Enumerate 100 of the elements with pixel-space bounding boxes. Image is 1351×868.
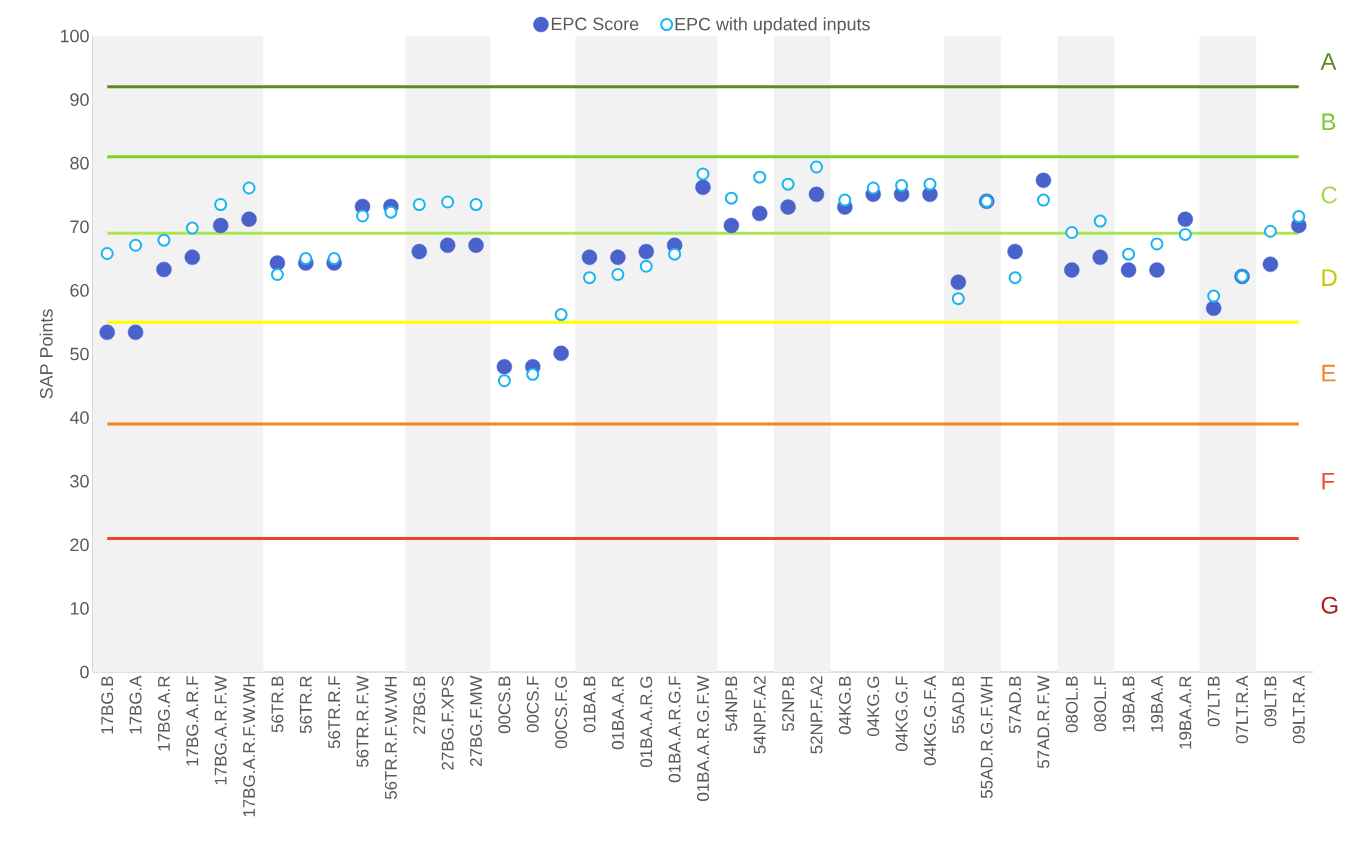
y-tick-label: 20 — [70, 538, 89, 552]
point — [185, 221, 199, 235]
point — [1149, 262, 1165, 278]
point — [583, 271, 596, 285]
x-tick-label: 04KG.B — [838, 676, 851, 735]
point — [439, 237, 456, 253]
x-tick-label: 09LT.B — [1264, 676, 1277, 727]
x-tick-label: 01BA.A.R.G.F.W — [696, 675, 709, 801]
point — [950, 274, 967, 290]
point — [752, 205, 768, 222]
point — [127, 324, 144, 341]
point — [808, 186, 825, 203]
x-tick-label: 01BA.B — [583, 676, 596, 733]
x-tick-label: 27BG.F.XPS — [441, 676, 454, 770]
x-tick-label: 08OL.F — [1094, 676, 1107, 732]
point — [1064, 262, 1080, 278]
point — [895, 178, 909, 192]
x-tick-label: 00CS.F.G — [555, 676, 568, 749]
point — [780, 199, 796, 215]
point — [838, 193, 852, 207]
x-tick-label: 01BA.A.R.G — [640, 676, 653, 768]
point — [1035, 172, 1052, 189]
point — [1207, 289, 1221, 303]
point — [1065, 226, 1079, 240]
point — [99, 324, 115, 341]
point — [156, 261, 172, 278]
x-tick-label: 19BA.B — [1122, 676, 1135, 732]
point — [1292, 210, 1306, 224]
x-tick-label: 00CS.F — [526, 676, 539, 733]
x-tick-label: 27BG.B — [413, 676, 426, 734]
x-tick-label: 04KG.G.F — [895, 676, 908, 752]
x-tick-label: 17BG.A.R.F.W.WH — [243, 676, 256, 817]
x-tick-label: 19BA.A.R — [1179, 676, 1192, 749]
point — [668, 247, 682, 261]
x-tick-label: 07LT.R.A — [1236, 675, 1249, 744]
point — [411, 243, 427, 260]
text: B — [1322, 113, 1336, 131]
point — [781, 177, 795, 191]
x-tick-label: 09LT.R.A — [1292, 675, 1305, 744]
point — [1007, 243, 1023, 260]
text: D — [1322, 269, 1337, 286]
point — [724, 191, 738, 205]
point — [1122, 247, 1136, 261]
text: A — [1320, 53, 1337, 70]
point — [1093, 214, 1107, 228]
y-tick-label: 40 — [69, 411, 89, 424]
point — [384, 205, 398, 219]
x-tick-label: 55AD.B — [952, 676, 965, 734]
point — [214, 198, 228, 212]
x-tick-label: 17BG.A.R.F.W — [214, 675, 227, 785]
y-tick-label: 10 — [70, 602, 89, 615]
point — [469, 198, 483, 212]
x-tick-label: 17BG.A.R — [157, 676, 170, 751]
point — [184, 249, 200, 266]
x-tick-label: 52NP.F.A2 — [810, 676, 823, 754]
y-tick-label: 80 — [70, 156, 89, 170]
y-tick-label: 0 — [80, 665, 89, 679]
x-tick-label: 56TR.R — [299, 676, 312, 734]
point — [468, 237, 484, 253]
x-tick-label: 04KG.G — [867, 676, 880, 737]
point — [129, 238, 143, 252]
x-tick-label: 17BG.B — [101, 676, 114, 734]
point — [753, 170, 767, 184]
text: G — [1321, 596, 1338, 614]
point — [581, 249, 598, 266]
point — [1120, 262, 1137, 278]
x-tick-label: 27BG.F.MW — [470, 675, 483, 766]
y-tick-label: 60 — [70, 284, 89, 297]
text: E — [1322, 364, 1336, 382]
x-tick-label: 56TR.B — [271, 676, 284, 733]
y-tick-label: 70 — [70, 220, 89, 234]
x-tick-label: 56TR.R.F — [328, 676, 341, 749]
point — [100, 247, 114, 260]
point — [611, 267, 625, 281]
point — [242, 181, 256, 195]
point — [923, 177, 937, 191]
x-tick-label: 56TR.R.F.W.WH — [384, 676, 397, 800]
point — [696, 167, 710, 181]
x-tick-label: 55AD.R.G.F.WH — [980, 676, 993, 799]
text: C — [1321, 186, 1337, 204]
point — [441, 195, 455, 209]
point — [327, 252, 341, 266]
x-tick-label: 19BA.A — [1150, 675, 1163, 732]
point — [866, 181, 880, 195]
point — [356, 209, 370, 223]
y-tick-label: 30 — [70, 474, 89, 488]
point — [1150, 237, 1164, 251]
point — [212, 217, 229, 234]
point — [1177, 211, 1193, 227]
point — [553, 345, 569, 362]
point — [1092, 249, 1108, 266]
point — [1263, 224, 1277, 238]
point — [809, 160, 823, 174]
x-tick-label: 17BG.A — [129, 675, 142, 734]
point — [497, 374, 511, 388]
y-axis-title: SAP Points — [39, 309, 53, 399]
x-tick-label: 01BA.A.R — [611, 676, 624, 750]
point — [554, 308, 568, 322]
point — [496, 359, 513, 375]
x-tick-label: 08OL.B — [1065, 676, 1078, 733]
